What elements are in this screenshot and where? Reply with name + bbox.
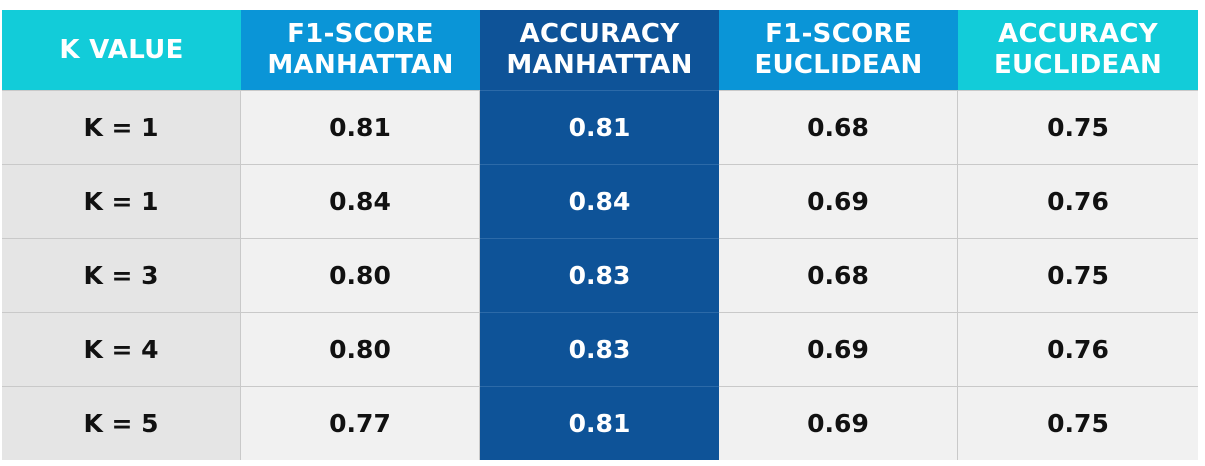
value-cell: 0.84 — [480, 164, 719, 238]
row-label-cell: K = 4 — [2, 312, 241, 386]
value-cell: 0.69 — [719, 386, 958, 460]
row-label-cell: K = 1 — [2, 90, 241, 164]
value-cell: 0.80 — [241, 312, 480, 386]
value-cell: 0.68 — [719, 90, 958, 164]
value-cell: 0.83 — [480, 238, 719, 312]
table-row: K = 1 0.81 0.81 0.68 0.75 — [2, 90, 1198, 164]
value-cell: 0.83 — [480, 312, 719, 386]
value-cell: 0.81 — [480, 90, 719, 164]
value-cell: 0.69 — [719, 312, 958, 386]
value-cell: 0.68 — [719, 238, 958, 312]
table-row: K = 3 0.80 0.83 0.68 0.75 — [2, 238, 1198, 312]
header-accuracy-euclidean: ACCURACY EUCLIDEAN — [958, 10, 1198, 90]
table-row: K = 4 0.80 0.83 0.69 0.76 — [2, 312, 1198, 386]
table-row: K = 1 0.84 0.84 0.69 0.76 — [2, 164, 1198, 238]
value-cell: 0.76 — [958, 164, 1198, 238]
header-f1-score-manhattan: F1-SCORE MANHATTAN — [241, 10, 480, 90]
value-cell: 0.76 — [958, 312, 1198, 386]
value-cell: 0.75 — [958, 90, 1198, 164]
value-cell: 0.84 — [241, 164, 480, 238]
row-label-cell: K = 5 — [2, 386, 241, 460]
value-cell: 0.77 — [241, 386, 480, 460]
value-cell: 0.75 — [958, 386, 1198, 460]
results-table: K VALUE F1-SCORE MANHATTAN ACCURACY MANH… — [2, 10, 1198, 460]
value-cell: 0.80 — [241, 238, 480, 312]
row-label-cell: K = 1 — [2, 164, 241, 238]
header-k-value: K VALUE — [2, 10, 241, 90]
value-cell: 0.81 — [241, 90, 480, 164]
header-row: K VALUE F1-SCORE MANHATTAN ACCURACY MANH… — [2, 10, 1198, 90]
value-cell: 0.81 — [480, 386, 719, 460]
table-row: K = 5 0.77 0.81 0.69 0.75 — [2, 386, 1198, 460]
header-f1-score-euclidean: F1-SCORE EUCLIDEAN — [719, 10, 958, 90]
value-cell: 0.69 — [719, 164, 958, 238]
header-accuracy-manhattan: ACCURACY MANHATTAN — [480, 10, 719, 90]
row-label-cell: K = 3 — [2, 238, 241, 312]
value-cell: 0.75 — [958, 238, 1198, 312]
